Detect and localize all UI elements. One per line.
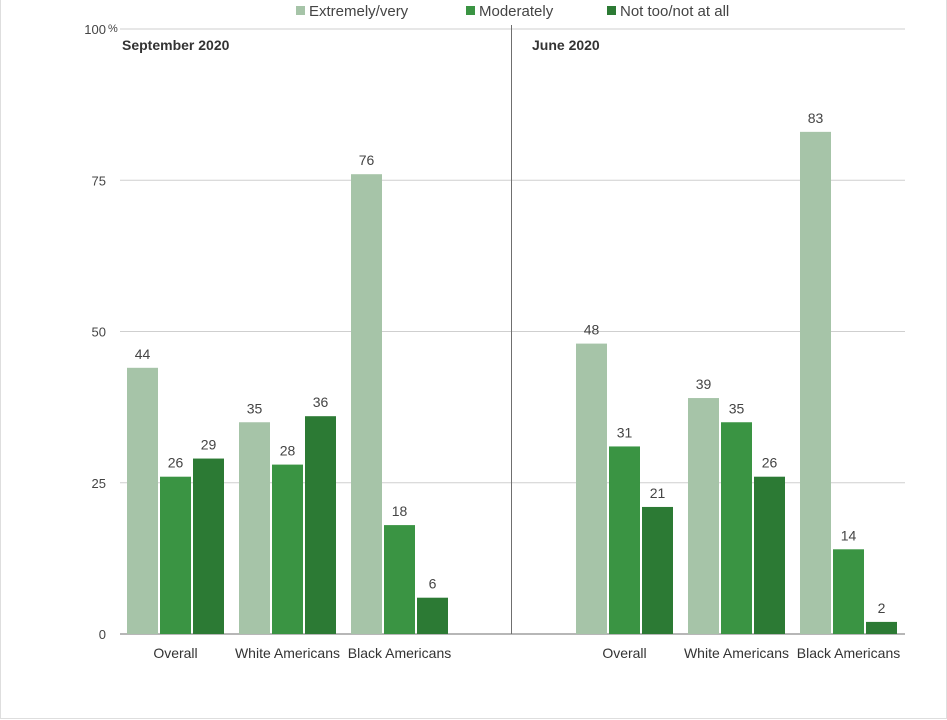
bar-p1-c2-s3 (305, 416, 336, 634)
value-label-p1-c3-s1: 76 (359, 152, 375, 168)
bar-p1-c3-s3 (417, 597, 448, 634)
bar-p1-c2-s2 (272, 464, 303, 634)
panel-title-1: September 2020 (122, 37, 230, 53)
category-label-p1-c2: White Americans (235, 645, 340, 661)
category-label-p1-c3: Black Americans (348, 645, 451, 661)
value-label-p1-c2-s1: 35 (247, 400, 263, 416)
legend-label-2: Moderately (479, 3, 554, 20)
value-label-p1-c1-s2: 26 (168, 455, 184, 471)
y-tick-label-100: 100 (84, 22, 106, 37)
bar-p1-c3-s1 (351, 174, 382, 634)
value-label-p2-c1-s2: 31 (617, 424, 633, 440)
category-label-p1-c1: Overall (153, 645, 197, 661)
value-label-p2-c2-s3: 26 (762, 455, 778, 471)
bar-p2-c2-s1 (688, 398, 719, 634)
bar-p2-c1-s2 (609, 446, 640, 634)
y-tick-label-0: 0 (99, 627, 106, 642)
legend-swatch-2 (466, 6, 475, 15)
bar-p1-c1-s1 (127, 367, 158, 634)
bar-p1-c1-s3 (193, 458, 224, 634)
value-label-p2-c2-s2: 35 (729, 400, 745, 416)
value-label-p2-c1-s3: 21 (650, 485, 666, 501)
value-label-p1-c2-s2: 28 (280, 443, 296, 459)
bar-p2-c1-s3 (642, 506, 673, 634)
bar-p2-c2-s2 (721, 422, 752, 634)
category-label-p2-c2: White Americans (684, 645, 789, 661)
legend-label-1: Extremely/very (309, 3, 409, 20)
bar-p2-c2-s3 (754, 476, 785, 634)
y-unit-label: % (108, 23, 118, 35)
panel-title-2: June 2020 (532, 37, 600, 53)
category-label-p2-c1: Overall (602, 645, 646, 661)
value-label-p2-c3-s2: 14 (841, 527, 857, 543)
bar-p2-c3-s3 (866, 621, 897, 634)
bar-p1-c1-s2 (160, 476, 191, 634)
value-label-p2-c1-s1: 48 (584, 322, 600, 338)
value-label-p1-c1-s1: 44 (135, 346, 151, 362)
bar-p1-c2-s1 (239, 422, 270, 634)
value-label-p1-c3-s2: 18 (392, 503, 408, 519)
bar-p2-c3-s2 (833, 549, 864, 634)
legend-swatch-1 (296, 6, 305, 15)
y-tick-label-50: 50 (92, 325, 106, 340)
y-tick-label-75: 75 (92, 173, 106, 188)
bar-p2-c3-s1 (800, 131, 831, 634)
legend-label-3: Not too/not at all (620, 3, 729, 20)
bar-p2-c1-s1 (576, 343, 607, 634)
bar-p1-c3-s2 (384, 525, 415, 634)
category-label-p2-c3: Black Americans (797, 645, 900, 661)
value-label-p2-c3-s1: 83 (808, 110, 824, 126)
value-label-p2-c2-s1: 39 (696, 376, 712, 392)
value-label-p1-c3-s3: 6 (429, 576, 437, 592)
value-label-p2-c3-s3: 2 (878, 600, 886, 616)
y-tick-label-25: 25 (92, 476, 106, 491)
value-label-p1-c1-s3: 29 (201, 437, 217, 453)
value-label-p1-c2-s3: 36 (313, 394, 329, 410)
legend-swatch-3 (607, 6, 616, 15)
